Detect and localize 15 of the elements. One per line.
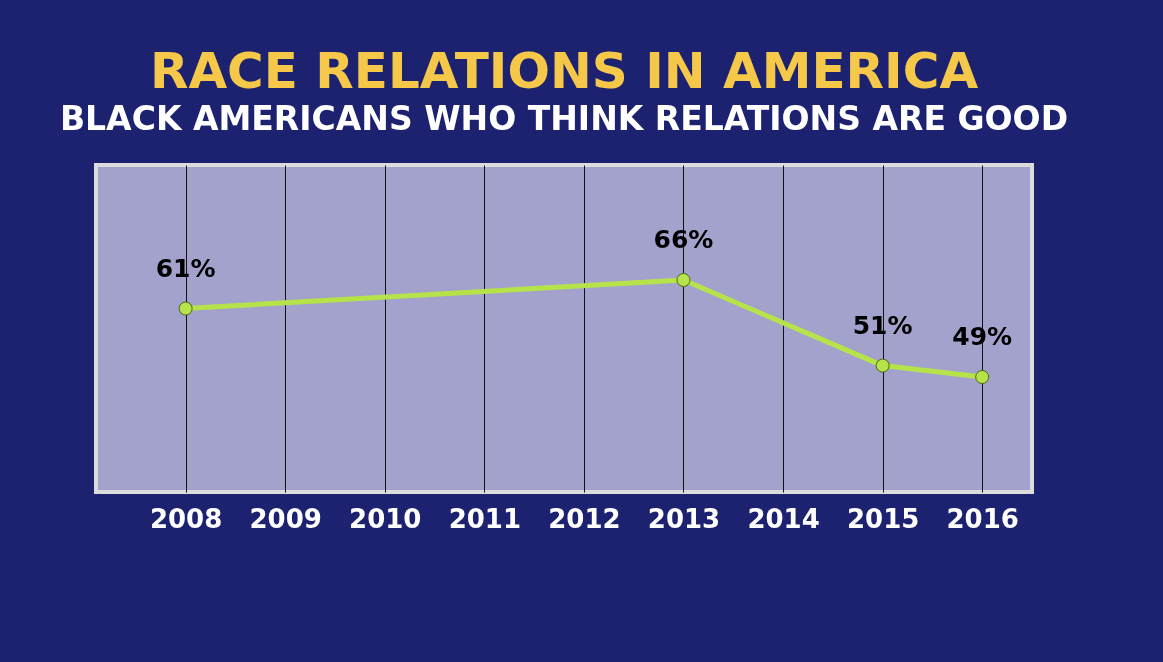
point bbox=[676, 272, 691, 288]
x-tick-label: 2009 bbox=[249, 503, 322, 534]
point bbox=[875, 358, 890, 373]
x-tick-label: 2016 bbox=[946, 503, 1019, 534]
point bbox=[975, 369, 990, 385]
point bbox=[178, 301, 193, 316]
x-tick-label: 2011 bbox=[448, 503, 522, 534]
chart-subtitle: BLACK AMERICANS WHO THINK RELATIONS ARE GOOD bbox=[59, 99, 1069, 138]
x-tick-label: 2015 bbox=[846, 503, 920, 534]
x-tick-label: 2010 bbox=[349, 503, 422, 534]
x-tick-label: 2013 bbox=[647, 503, 721, 534]
x-tick-label: 2012 bbox=[548, 503, 621, 534]
x-tick-label: 2014 bbox=[747, 503, 820, 534]
x-tick-label: 2008 bbox=[149, 503, 223, 534]
chart-title: RACE RELATIONS IN AMERICA bbox=[149, 42, 979, 100]
